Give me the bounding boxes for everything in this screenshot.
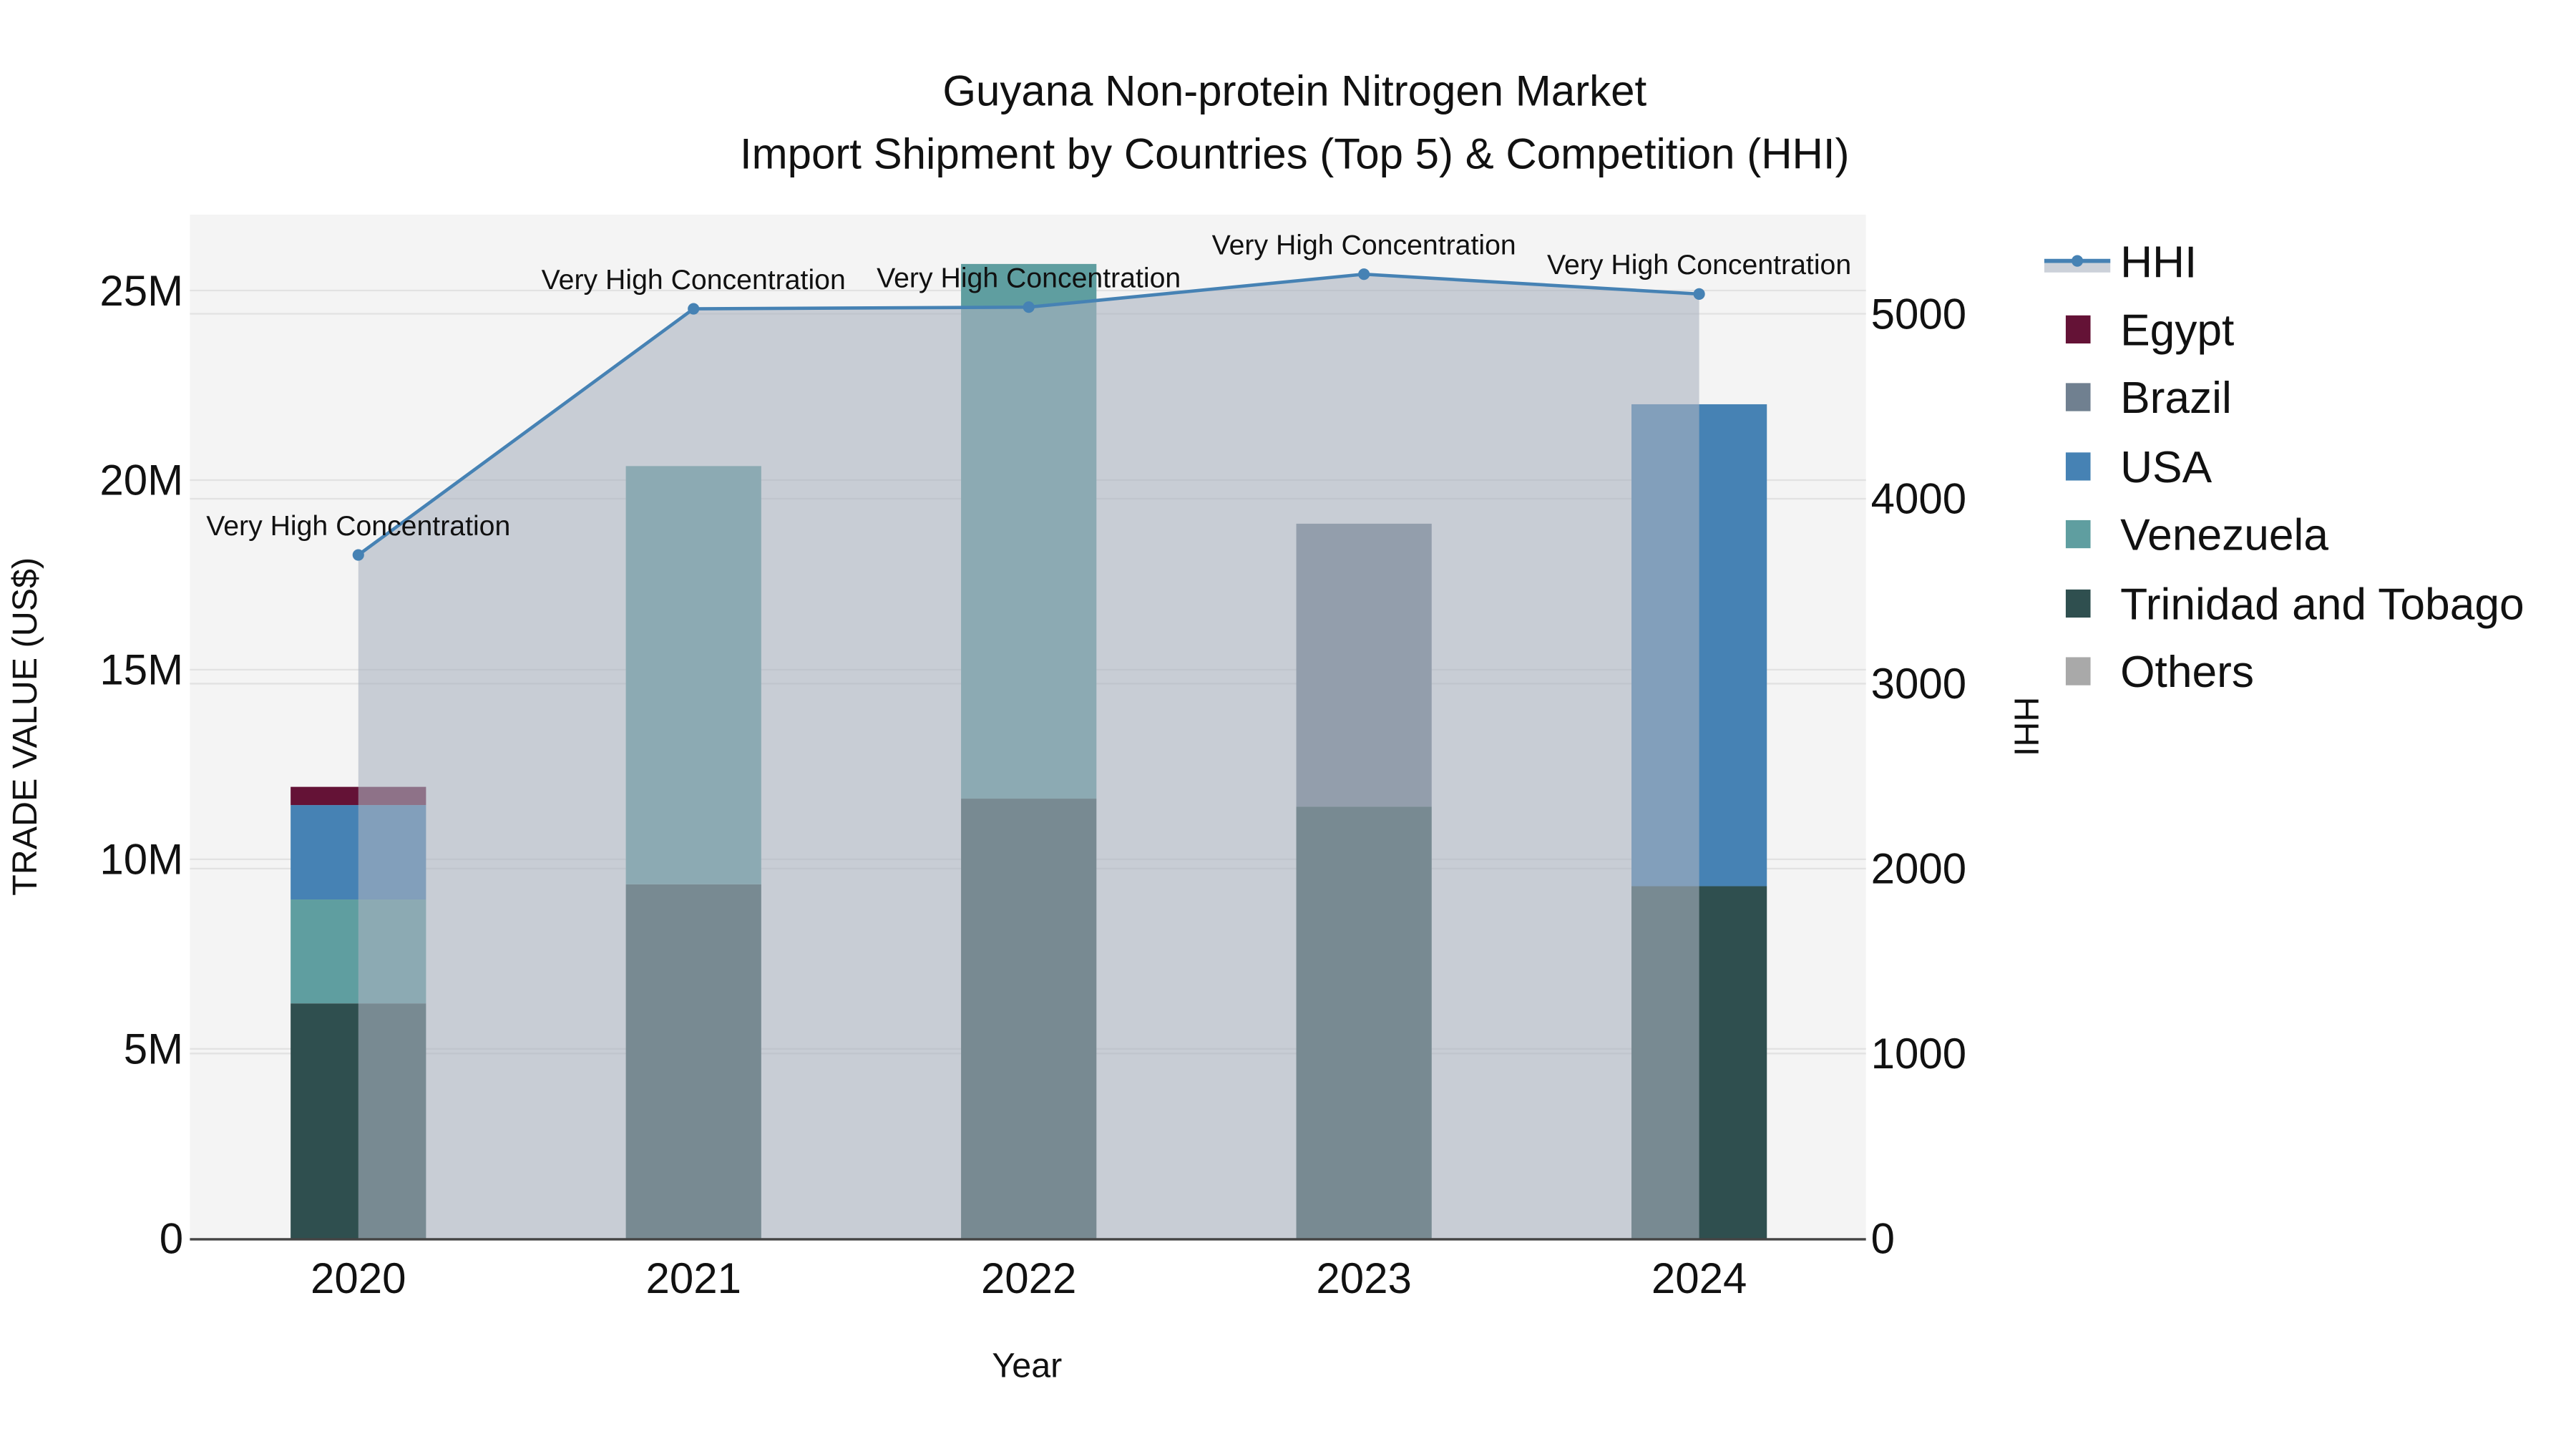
chart-title: Guyana Non-protein Nitrogen Market: [942, 67, 1646, 115]
hhi-annotation: Very High Concentration: [1212, 230, 1516, 261]
hhi-area-fill: [358, 274, 1699, 1239]
legend-swatch-usa: [2065, 452, 2091, 481]
legend-hhi-marker: [2072, 255, 2084, 267]
hhi-point-2021: [688, 303, 700, 315]
x-axis-title: Year: [992, 1347, 1062, 1385]
legend-label: Venezuela: [2120, 510, 2328, 560]
x-tick-label: 2022: [981, 1254, 1076, 1302]
x-tick-label: 2021: [645, 1254, 741, 1302]
x-tick-label: 2020: [311, 1254, 406, 1302]
y-tick-label: 5M: [124, 1025, 183, 1073]
y-tick-label: 15M: [99, 646, 183, 694]
legend-swatch-others: [2065, 657, 2091, 686]
legend-swatch-egypt: [2065, 315, 2091, 343]
hhi-annotation: Very High Concentration: [877, 263, 1181, 294]
x-tick-label: 2023: [1316, 1254, 1411, 1302]
hhi-point-2024: [1693, 288, 1705, 300]
y-tick-label: 25M: [99, 267, 183, 315]
hhi-point-2023: [1358, 268, 1370, 280]
legend-label: USA: [2120, 443, 2212, 492]
x-tick-label: 2024: [1652, 1254, 1747, 1302]
legend-swatch-trinidad-and-tobago: [2065, 589, 2091, 618]
y2-tick-label: 2000: [1871, 845, 1966, 893]
y2-tick-label: 1000: [1871, 1030, 1966, 1078]
legend-swatch-brazil: [2065, 383, 2091, 411]
hhi-annotation: Very High Concentration: [542, 264, 846, 296]
y2-tick-label: 4000: [1871, 475, 1966, 523]
hhi-area: [358, 274, 1699, 1239]
y2-axis-title: HHI: [2006, 697, 2045, 756]
legend-label: Brazil: [2120, 374, 2232, 423]
y2-tick-label: 0: [1871, 1215, 1895, 1263]
legend-hhi-area-swatch: [2044, 262, 2111, 273]
hhi-annotation: Very High Concentration: [206, 510, 510, 542]
legend-swatch-venezuela: [2065, 519, 2091, 549]
hhi-point-2022: [1023, 301, 1035, 313]
y2-tick-label: 3000: [1871, 660, 1966, 708]
legend: HHI Egypt Brazil USA Venezuela Trinidad and T…: [2044, 238, 2524, 697]
hhi-point-2020: [352, 549, 364, 561]
y-axis-title: TRADE VALUE (US$): [6, 557, 44, 896]
chart-subtitle: Import Shipment by Countries (Top 5) & C…: [740, 130, 1850, 177]
hhi-line: Very High Concentration Very High Concent…: [206, 230, 1851, 561]
legend-label: HHI: [2120, 238, 2197, 288]
legend-label: Others: [2120, 648, 2254, 697]
y-tick-label: 10M: [99, 836, 183, 884]
y2-tick-label: 5000: [1871, 290, 1966, 338]
legend-label: Trinidad and Tobago: [2120, 580, 2524, 629]
y-tick-label: 0: [160, 1215, 183, 1263]
legend-label: Egypt: [2120, 306, 2234, 355]
y-tick-label: 20M: [99, 457, 183, 504]
hhi-annotation: Very High Concentration: [1547, 249, 1851, 280]
axis-ticks: 0 5M 10M 15M 20M 25M 0 1000 2000 3000 4000 5000 2020…: [99, 267, 1966, 1302]
